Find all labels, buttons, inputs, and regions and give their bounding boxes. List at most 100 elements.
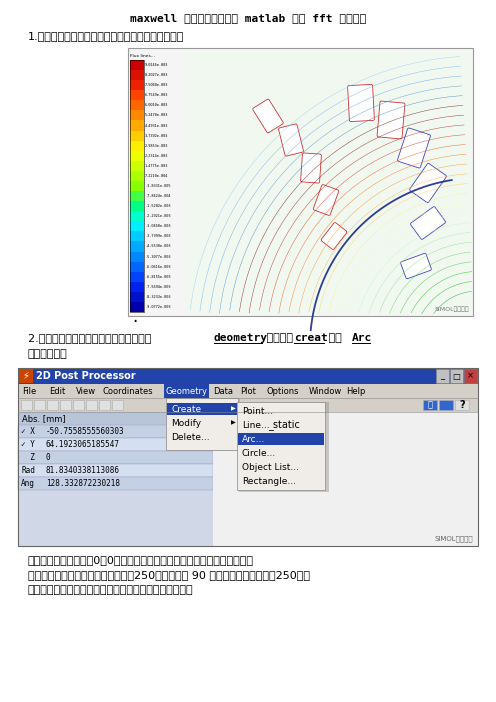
Text: -3.0460e-003: -3.0460e-003 <box>145 225 171 228</box>
Text: 如下图所示。: 如下图所示。 <box>28 349 68 359</box>
Bar <box>86 400 97 410</box>
Text: File: File <box>22 387 36 395</box>
Bar <box>18 368 478 546</box>
Bar <box>128 48 473 316</box>
Bar <box>130 262 144 272</box>
Text: 2D Post Processor: 2D Post Processor <box>36 371 135 381</box>
Text: maxwell 电机气隙磁密与用 matlab 进行 fft 谐波分析: maxwell 电机气隙磁密与用 matlab 进行 fft 谐波分析 <box>130 13 366 23</box>
Text: -9.0772e-003: -9.0772e-003 <box>145 305 171 309</box>
Text: -7.8424e-004: -7.8424e-004 <box>145 194 171 198</box>
Text: Modify: Modify <box>171 418 201 428</box>
Text: 名字以及线的颜色，最后回车，就会得到下图的圆弧了。: 名字以及线的颜色，最后回车，就会得到下图的圆弧了。 <box>28 585 193 595</box>
Text: 👁: 👁 <box>428 401 433 409</box>
Bar <box>423 400 437 410</box>
Text: 5.2470e-003: 5.2470e-003 <box>145 114 168 117</box>
Bar <box>238 433 324 445</box>
Text: Object List...: Object List... <box>242 463 299 472</box>
Bar <box>130 80 144 91</box>
Bar <box>18 464 213 477</box>
Text: Arc: Arc <box>352 333 372 343</box>
Text: 3.7392e-003: 3.7392e-003 <box>145 133 168 138</box>
Text: 8.2027e-003: 8.2027e-003 <box>145 73 168 77</box>
Text: Circle...: Circle... <box>242 449 276 458</box>
FancyBboxPatch shape <box>411 206 445 239</box>
Text: _: _ <box>440 371 444 380</box>
Text: View: View <box>75 387 96 395</box>
Text: Edit: Edit <box>49 387 65 395</box>
Bar <box>130 241 144 251</box>
Text: 然后输入圆弧的中心（0，0）回车。在下一个界面输入起始点坐标。最后一: 然后输入圆弧的中心（0，0）回车。在下一个界面输入起始点坐标。最后一 <box>28 555 254 565</box>
FancyBboxPatch shape <box>253 99 283 133</box>
Text: 7.5060e-003: 7.5060e-003 <box>145 84 168 87</box>
Bar <box>213 412 478 546</box>
Bar <box>130 292 144 302</box>
Bar <box>186 52 471 314</box>
Text: 4.4931e-003: 4.4931e-003 <box>145 124 168 128</box>
Bar <box>455 400 469 410</box>
Bar <box>130 100 144 110</box>
Bar <box>130 161 144 171</box>
Text: ⚡: ⚡ <box>22 371 29 381</box>
Bar <box>130 151 144 161</box>
Text: -8.3233e-003: -8.3233e-003 <box>145 295 171 299</box>
Text: SIMOL西盟仿真: SIMOL西盟仿真 <box>434 536 473 542</box>
Text: -50.7558555560303: -50.7558555560303 <box>46 427 124 436</box>
Bar <box>34 400 45 410</box>
Bar <box>130 60 144 312</box>
Bar <box>18 425 213 438</box>
Bar <box>130 70 144 80</box>
Bar <box>130 272 144 282</box>
Text: 9.0146e-003: 9.0146e-003 <box>145 63 168 67</box>
Text: -2.2921e-003: -2.2921e-003 <box>145 214 171 218</box>
Bar <box>130 211 144 221</box>
Bar <box>167 398 240 451</box>
Bar <box>164 384 209 398</box>
Text: 64.1923065185547: 64.1923065185547 <box>46 440 120 449</box>
Text: Help: Help <box>346 387 366 395</box>
Bar <box>239 402 329 492</box>
Text: -3.7999e-003: -3.7999e-003 <box>145 234 171 239</box>
Text: -4.5530e-003: -4.5530e-003 <box>145 244 171 249</box>
Text: Abs. [mm]: Abs. [mm] <box>22 414 65 423</box>
Bar <box>167 403 237 415</box>
Bar <box>60 400 71 410</box>
Text: Line...: Line... <box>242 420 270 430</box>
Text: ·: · <box>132 313 137 331</box>
FancyBboxPatch shape <box>301 153 321 183</box>
Bar <box>130 91 144 100</box>
Bar <box>439 400 453 410</box>
Text: 2.　需要在气隙中间画一条圆弧线。点开: 2. 需要在气隙中间画一条圆弧线。点开 <box>28 333 155 343</box>
Bar <box>112 400 123 410</box>
Bar <box>464 369 477 383</box>
Bar <box>130 60 144 70</box>
Text: -6.8155e-003: -6.8155e-003 <box>145 274 171 279</box>
Bar <box>130 121 144 131</box>
Bar <box>130 131 144 140</box>
Bar <box>18 412 213 546</box>
FancyBboxPatch shape <box>377 101 405 139</box>
Bar <box>21 400 32 410</box>
Bar <box>130 251 144 262</box>
Text: ×: × <box>467 371 474 380</box>
Text: 7.2210e-004: 7.2210e-004 <box>145 174 168 178</box>
Bar <box>99 400 110 410</box>
Bar <box>130 201 144 211</box>
Text: 6.7549e-003: 6.7549e-003 <box>145 93 168 98</box>
Text: Window: Window <box>309 387 342 395</box>
Text: □: □ <box>452 371 460 380</box>
Text: ✓ Y: ✓ Y <box>21 440 35 449</box>
FancyBboxPatch shape <box>279 124 304 156</box>
Bar <box>130 232 144 241</box>
Bar <box>130 302 144 312</box>
Text: ✓ X: ✓ X <box>21 427 35 436</box>
FancyBboxPatch shape <box>397 128 431 168</box>
Text: 1.　对电机进行静态场分析，分析完后，进入后处理: 1. 对电机进行静态场分析，分析完后，进入后处理 <box>28 31 185 41</box>
Bar <box>18 412 213 425</box>
Bar <box>18 384 478 398</box>
Text: Flux lines...: Flux lines... <box>130 54 155 58</box>
Bar <box>130 282 144 292</box>
Text: -3.8331e-005: -3.8331e-005 <box>145 184 171 188</box>
Text: -5.3077e-003: -5.3077e-003 <box>145 255 171 258</box>
Text: ?: ? <box>459 400 465 410</box>
Text: Z: Z <box>21 453 35 462</box>
